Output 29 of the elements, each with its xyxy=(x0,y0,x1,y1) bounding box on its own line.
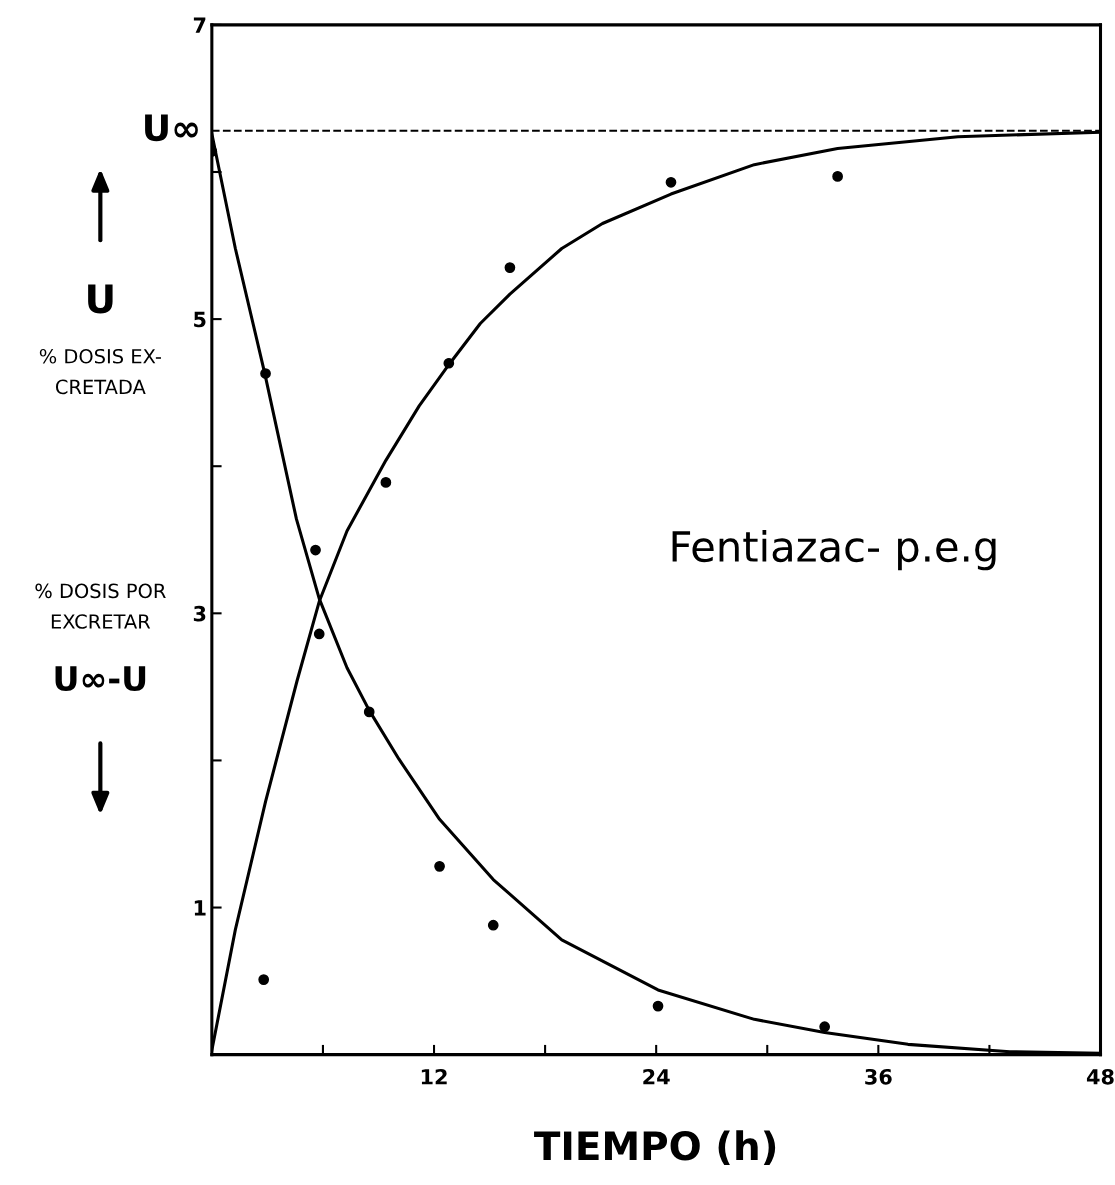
point xyxy=(310,544,321,556)
point xyxy=(363,706,375,718)
x-tick-label: 24 xyxy=(643,1068,670,1085)
x-tick-label: 36 xyxy=(865,1068,892,1085)
point xyxy=(487,919,499,931)
text: % DOSIS POR EXCRETAR xyxy=(35,583,166,629)
point xyxy=(652,1000,664,1012)
point xyxy=(434,860,445,872)
point xyxy=(819,1021,831,1033)
y-tick-label: 5 xyxy=(194,311,206,328)
point xyxy=(504,262,516,273)
point xyxy=(313,628,325,640)
text: % DOSIS EX- CRETADA xyxy=(39,348,161,395)
point xyxy=(258,974,270,985)
y-tick-label: 3 xyxy=(193,605,206,622)
text: U∞-U xyxy=(55,666,146,692)
point xyxy=(665,176,677,188)
text: U xyxy=(88,284,113,314)
point xyxy=(832,171,843,182)
y-tick-label: 7 xyxy=(193,17,206,33)
ref-line-label: U∞ xyxy=(145,114,198,142)
x-tick-label: 12 xyxy=(421,1068,447,1085)
point xyxy=(380,477,392,488)
annotation: Fentiazac- p.e.g xyxy=(672,529,996,571)
point xyxy=(260,368,271,379)
point xyxy=(443,357,455,369)
y-tick-label: 1 xyxy=(194,900,206,916)
x-axis-title: TIEMPO (h) xyxy=(534,1130,776,1166)
x-tick-label: 48 xyxy=(1086,1068,1114,1085)
